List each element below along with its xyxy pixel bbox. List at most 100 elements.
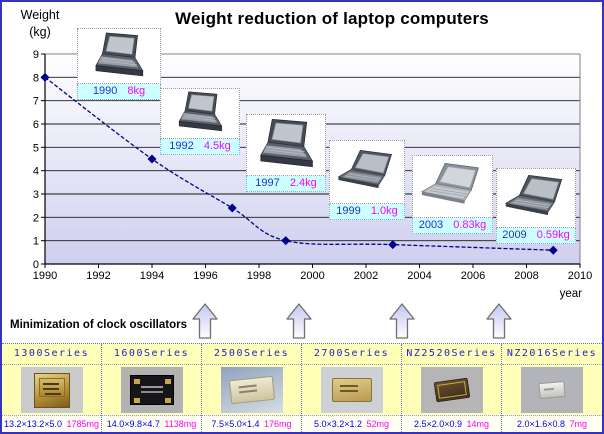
oscillator-series-name: 1600Series [102, 344, 201, 365]
laptop-image-2009 [496, 168, 576, 228]
data-point-marker [548, 245, 558, 255]
callout-year: 1990 [92, 85, 118, 97]
laptop-callout-1997: 1997 2.4kg [246, 114, 326, 192]
callout-weight: 1.0kg [370, 205, 398, 217]
oscillator-weight: 52mg [366, 419, 390, 429]
oscillator-photo-2500 [220, 367, 283, 413]
y-tick-label: 8 [33, 72, 39, 84]
y-tick-label: 1 [33, 236, 39, 248]
laptop-icon [81, 31, 156, 82]
oscillator-chip-icon [538, 380, 566, 400]
oscillator-weight: 14mg [466, 419, 490, 429]
y-axis-title-line2: (kg) [29, 25, 51, 39]
oscillator-weight: 1785mg [66, 419, 100, 429]
callout-label: 1997 2.4kg [246, 176, 326, 192]
oscillator-chip-icon [33, 372, 70, 408]
laptop-image-1997 [246, 114, 326, 176]
x-tick-label: 2010 [568, 270, 592, 282]
oscillator-cell-2700: 2700Series 5.0×3.2×1.2 52mg [302, 344, 402, 432]
oscillator-cell-nz2520: NZ2520Series 2.5×2.0×0.9 14mg [402, 344, 502, 432]
callout-label: 1990 8kg [77, 84, 161, 100]
callout-year: 2009 [502, 229, 527, 241]
oscillator-specs: 2.0×1.6×0.8 7mg [502, 415, 602, 432]
callout-weight: 2.4kg [289, 177, 317, 189]
oscillator-specs: 2.5×2.0×0.9 14mg [402, 415, 501, 432]
laptop-image-1992 [160, 88, 240, 139]
data-point-marker [147, 154, 157, 164]
oscillator-weight: 7mg [569, 419, 588, 429]
x-tick-label: 2004 [407, 270, 431, 282]
callout-year: 2003 [418, 219, 444, 231]
laptop-callout-2003: 2003 0.83kg [412, 155, 493, 234]
callout-label: 2009 0.59kg [496, 228, 576, 244]
y-tick-label: 2 [33, 212, 39, 224]
laptop-icon [333, 143, 401, 201]
oscillator-photo-2700 [320, 367, 383, 413]
chart-title: Weight reduction of laptop computers [175, 9, 489, 28]
oscillator-series-name: NZ2016Series [502, 344, 602, 365]
oscillator-series-name: 1300Series [2, 344, 101, 365]
laptop-callout-2009: 2009 0.59kg [496, 168, 576, 244]
y-axis-title: Weight (kg) [8, 7, 72, 41]
oscillator-cell-nz2016: NZ2016Series 2.0×1.6×0.8 7mg [502, 344, 602, 432]
y-tick-label: 6 [33, 119, 39, 131]
oscillator-chip-icon [331, 378, 372, 402]
oscillator-photo-nz2016 [521, 367, 583, 413]
y-tick-label: 7 [33, 96, 39, 108]
callout-year: 1999 [336, 205, 361, 217]
oscillator-dimensions: 7.5×5.0×1.4 [211, 419, 260, 429]
x-tick-label: 2002 [354, 270, 378, 282]
oscillator-dimensions: 2.0×1.6×0.8 [516, 419, 565, 429]
data-point-marker [40, 72, 50, 82]
oscillator-dimensions: 2.5×2.0×0.9 [413, 419, 462, 429]
oscillator-specs: 5.0×3.2×1.2 52mg [302, 415, 401, 432]
oscillator-weight: 176mg [264, 419, 292, 429]
laptop-icon [250, 117, 322, 173]
x-tick-label: 1998 [247, 270, 271, 282]
callout-weight: 4.5kg [203, 140, 231, 152]
oscillator-cell-2500: 2500Series 7.5×5.0×1.4 176mg [202, 344, 302, 432]
callout-weight: 0.83kg [453, 219, 487, 231]
oscillator-table: 1300Series 13.2×13.2×5.0 1785mg 1600Seri… [2, 343, 602, 432]
laptop-image-2003 [412, 155, 493, 218]
callout-label: 1999 1.0kg [329, 204, 405, 220]
oscillator-series-name: 2500Series [202, 344, 301, 365]
oscillator-specs: 14.0×9.8×4.7 1138mg [102, 415, 201, 432]
callout-label: 1992 4.5kg [160, 139, 240, 155]
laptop-icon [164, 90, 236, 136]
callout-year: 1997 [255, 177, 280, 189]
laptop-icon [416, 158, 489, 215]
laptop-callout-1992: 1992 4.5kg [160, 88, 240, 155]
data-point-marker [388, 240, 398, 250]
up-arrow-icon [192, 303, 218, 339]
oscillator-photo-nz2520 [420, 367, 483, 413]
oscillator-photo-1600 [120, 367, 183, 413]
x-axis-title: year [559, 288, 582, 300]
annotation-text: Minimization of clock oscillators [10, 319, 188, 331]
laptop-callout-1999: 1999 1.0kg [329, 140, 405, 220]
callout-weight: 8kg [127, 85, 146, 97]
oscillator-specs: 13.2×13.2×5.0 1785mg [2, 415, 101, 432]
x-tick-label: 1990 [33, 270, 57, 282]
oscillator-specs: 7.5×5.0×1.4 176mg [202, 415, 301, 432]
x-tick-label: 2006 [461, 270, 485, 282]
x-tick-label: 1992 [86, 270, 110, 282]
data-point-marker [227, 203, 237, 213]
up-arrow-icon [389, 303, 415, 339]
oscillator-cell-1300: 1300Series 13.2×13.2×5.0 1785mg [2, 344, 102, 432]
oscillator-chip-icon [129, 375, 174, 405]
oscillator-chip-icon [228, 375, 275, 405]
oscillator-series-name: 2700Series [302, 344, 401, 365]
oscillator-weight: 1138mg [164, 419, 197, 429]
oscillator-dimensions: 5.0×3.2×1.2 [313, 419, 362, 429]
callout-year: 1992 [169, 140, 194, 152]
oscillator-chip-icon [433, 377, 470, 403]
oscillator-photo-1300 [20, 367, 83, 413]
y-axis-title-line1: Weight [20, 8, 60, 22]
y-tick-label: 9 [33, 49, 39, 61]
callout-label: 2003 0.83kg [412, 218, 493, 234]
x-tick-label: 1996 [193, 270, 217, 282]
oscillator-dimensions: 14.0×9.8×4.7 [106, 419, 160, 429]
x-tick-label: 1994 [140, 270, 164, 282]
